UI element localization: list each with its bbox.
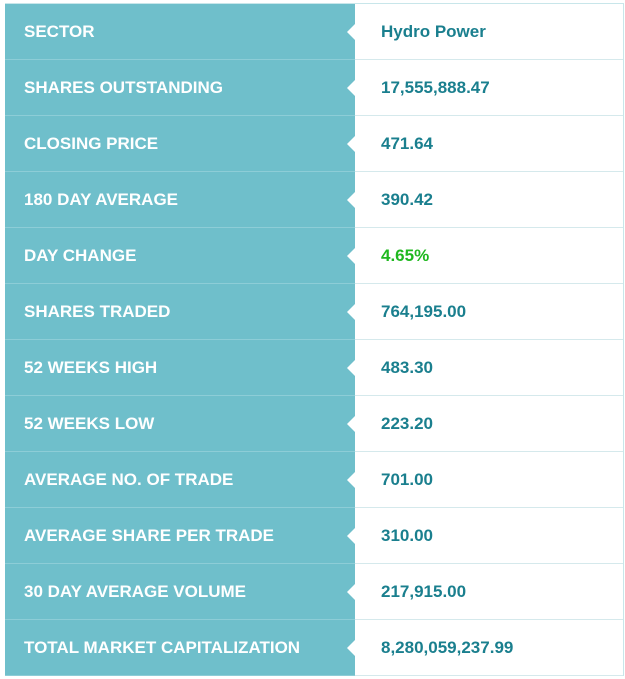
stat-row-total-market-capitalization: TOTAL MARKET CAPITALIZATION 8,280,059,23… [5, 620, 623, 676]
stat-label: SHARES TRADED [5, 284, 355, 340]
stat-row-shares-traded: SHARES TRADED 764,195.00 [5, 284, 623, 340]
stat-row-180-day-average: 180 DAY AVERAGE 390.42 [5, 172, 623, 228]
stat-value: Hydro Power [381, 21, 486, 41]
stat-row-52-weeks-high: 52 WEEKS HIGH 483.30 [5, 340, 623, 396]
stat-value: 310.00 [381, 525, 433, 545]
stock-stats-table: SECTOR Hydro Power SHARES OUTSTANDING 17… [5, 3, 624, 676]
stat-label: 30 DAY AVERAGE VOLUME [5, 564, 355, 620]
stat-label: 52 WEEKS LOW [5, 396, 355, 452]
stat-value: 223.20 [381, 413, 433, 433]
stat-label: AVERAGE SHARE PER TRADE [5, 508, 355, 564]
stat-value: 217,915.00 [381, 581, 467, 601]
stat-value: 764,195.00 [381, 301, 467, 321]
stat-label: TOTAL MARKET CAPITALIZATION [5, 620, 355, 676]
stat-value: 483.30 [381, 357, 433, 377]
stat-row-sector: SECTOR Hydro Power [5, 4, 623, 60]
stat-row-average-share-per-trade: AVERAGE SHARE PER TRADE 310.00 [5, 508, 623, 564]
stat-value-day-change: 4.65% [381, 245, 430, 265]
stat-row-average-no-of-trade: AVERAGE NO. OF TRADE 701.00 [5, 452, 623, 508]
stat-value: 17,555,888.47 [381, 77, 490, 97]
stat-row-closing-price: CLOSING PRICE 471.64 [5, 116, 623, 172]
stat-value: 8,280,059,237.99 [381, 637, 514, 657]
stat-label: 180 DAY AVERAGE [5, 172, 355, 228]
stat-value: 471.64 [381, 133, 433, 153]
stat-row-30-day-average-volume: 30 DAY AVERAGE VOLUME 217,915.00 [5, 564, 623, 620]
stat-label: CLOSING PRICE [5, 116, 355, 172]
stat-row-52-weeks-low: 52 WEEKS LOW 223.20 [5, 396, 623, 452]
stat-label: AVERAGE NO. OF TRADE [5, 452, 355, 508]
stat-row-day-change: DAY CHANGE 4.65% [5, 228, 623, 284]
stat-label: DAY CHANGE [5, 228, 355, 284]
stat-value: 701.00 [381, 469, 433, 489]
stat-label: SHARES OUTSTANDING [5, 60, 355, 116]
stat-label: SECTOR [5, 4, 355, 60]
stat-value: 390.42 [381, 189, 433, 209]
stat-label: 52 WEEKS HIGH [5, 340, 355, 396]
stat-row-shares-outstanding: SHARES OUTSTANDING 17,555,888.47 [5, 60, 623, 116]
